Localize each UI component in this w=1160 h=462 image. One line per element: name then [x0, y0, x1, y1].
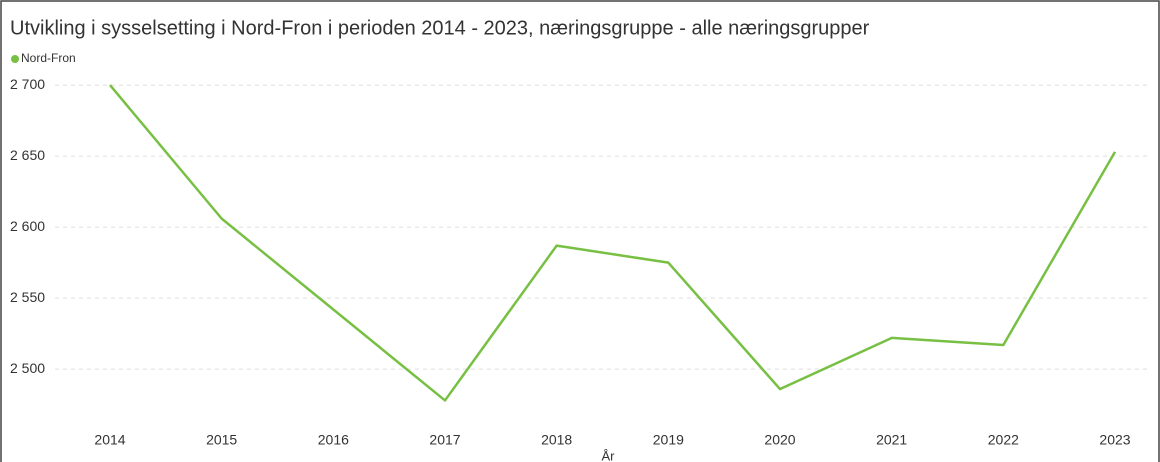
x-tick-label: 2017	[429, 432, 460, 448]
x-tick-label: 2019	[653, 432, 684, 448]
x-tick-label: 2014	[94, 432, 125, 448]
chart-title: Utvikling i sysselsetting i Nord-Fron i …	[10, 17, 870, 39]
x-tick-label: 2022	[988, 432, 1019, 448]
line	[109, 84, 1117, 402]
y-tick-label: 2 500	[10, 360, 45, 376]
x-tick-label: 2021	[876, 432, 907, 448]
x-tick-label: 2016	[318, 432, 349, 448]
y-tick-label: 2 650	[10, 147, 45, 163]
x-tick-label: 2015	[206, 432, 237, 448]
y-tick-label: 2 600	[10, 218, 45, 234]
x-axis-label: År	[602, 448, 616, 462]
legend-marker	[11, 55, 19, 63]
x-tick-label: 2018	[541, 432, 572, 448]
y-tick-label: 2 700	[10, 76, 45, 92]
legend-label: Nord-Fron	[21, 51, 76, 65]
x-tick-label: 2020	[764, 432, 795, 448]
x-tick-label: 2023	[1099, 432, 1130, 448]
y-tick-label: 2 550	[10, 289, 45, 305]
